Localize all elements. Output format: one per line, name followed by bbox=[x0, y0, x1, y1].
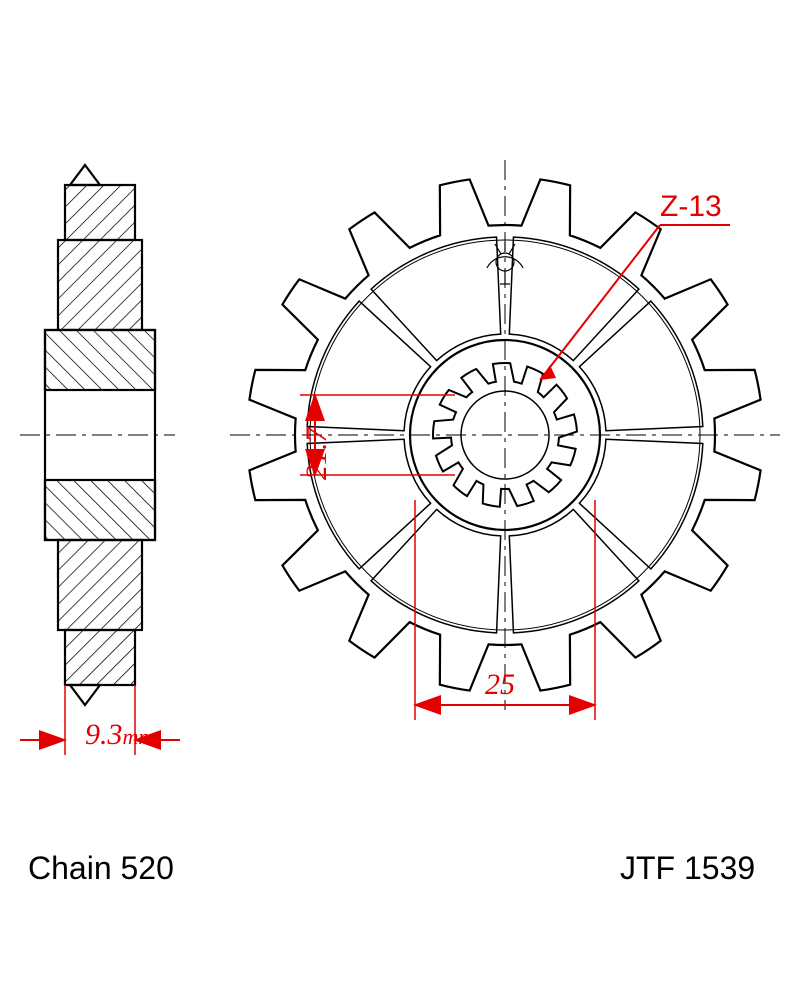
logo-icon bbox=[487, 242, 523, 284]
dim-bore-label: 25 bbox=[485, 668, 515, 702]
dim-width-label: 9.3mm bbox=[85, 718, 154, 752]
dim-spline-label: 21.7 bbox=[300, 428, 334, 481]
chain-spec-label: Chain 520 bbox=[28, 850, 174, 887]
part-number-label: JTF 1539 bbox=[620, 850, 755, 887]
dim-zcount-label: Z-13 bbox=[660, 190, 722, 224]
side-view-group bbox=[20, 165, 175, 705]
drawing-canvas: 9.3mm 21.7 25 Z-13 Chain 520 JTF 1539 bbox=[0, 0, 800, 1000]
